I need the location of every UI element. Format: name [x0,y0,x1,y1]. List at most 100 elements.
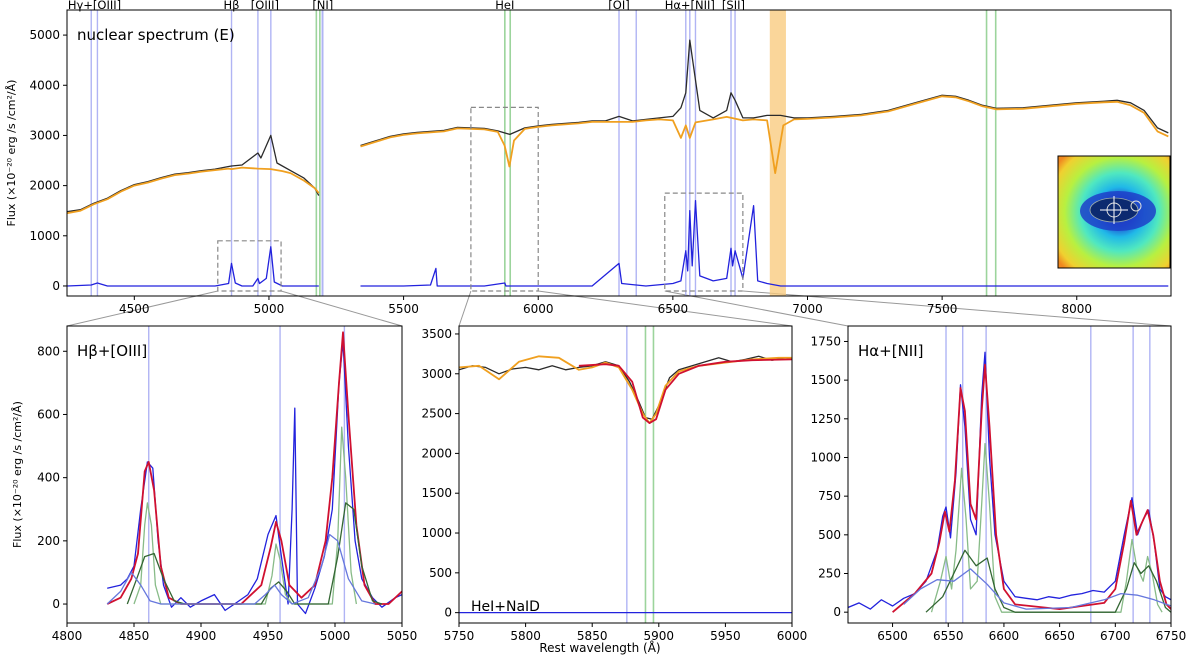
line-id-label: [NI] [312,0,333,12]
series-fit [106,331,402,605]
line-id-label: Hβ [224,0,240,12]
x-tick-label: 5800 [510,629,541,643]
y-tick-label: 250 [818,567,841,581]
y-tick-label: 600 [37,407,60,421]
x-tick-label: 4800 [52,629,83,643]
x-tick-label: 5900 [644,629,675,643]
y-tick-label: 4000 [29,78,60,92]
y-tick-label: 0 [444,606,452,620]
series-comp-blue [903,568,1171,610]
x-tick-label: 6500 [658,302,689,316]
x-tick-label: 5000 [320,629,351,643]
series-residual [360,200,1169,287]
plot-area [106,326,402,623]
series-model [360,95,1169,174]
panel-title: Hα+[NII] [858,342,924,360]
hei-naid-inset-panel: 5750 5800 5850 5900 5950 6000 0 500 1000 1500 2000… [421,325,808,643]
hbeta-oiii-inset-panel: 4800 4850 4900 4950 5000 5050 0 200 400 600 800 Flu… [11,325,418,643]
y-tick-label: 0 [52,597,60,611]
zoom-connector-line [458,290,472,327]
series-comp-dark [925,549,1171,613]
zoom-connectors [66,290,1172,327]
series-data [848,351,1171,610]
x-tick-label: 6550 [933,629,964,643]
main-spectrum-panel: 4500 5000 5500 6000 6500 7000 7500 8000 0 1000 200… [5,0,1172,316]
y-tick-label: 3500 [421,327,452,341]
y-axis-label: Flux (×10⁻²⁰ erg /s /cm²/Å) [11,401,24,548]
y-tick-label: 1000 [421,526,452,540]
x-tick-label: 6600 [989,629,1020,643]
y-tick-label: 500 [429,566,452,580]
y-tick-label: 0 [52,279,60,293]
figure-x-axis-label: Rest wavelength (Å) [539,640,660,655]
zoom-connector-line [538,290,793,327]
panel-title: nuclear spectrum (E) [77,26,235,44]
x-tick-label: 6650 [1044,629,1075,643]
x-tick-label: 5050 [387,629,418,643]
y-tick-label: 1500 [421,486,452,500]
flux-map-thumbnail [1057,155,1171,269]
y-tick-label: 1750 [810,334,841,348]
y-tick-label: 1500 [810,373,841,387]
y-tick-label: 1250 [810,412,841,426]
halpha-nii-inset-panel: 6500 6550 6600 6650 6700 6750 0 250 500 750 1000 12… [810,325,1187,643]
x-tick-label: 7500 [927,302,958,316]
zoom-box [470,106,539,292]
y-tick-label: 400 [37,471,60,485]
panel-title: HeI+NaID [471,599,540,615]
zoom-box [217,240,282,292]
x-tick-label: 5000 [254,302,285,316]
y-tick-label: 3000 [29,128,60,142]
x-tick-label: 4900 [186,629,217,643]
line-id-label: [OIII] [251,0,279,12]
y-axis-label: Flux (×10⁻²⁰ erg /s /cm²/Å) [5,80,18,227]
series-model [459,355,792,424]
y-tick-label: 200 [37,534,60,548]
y-tick-label: 2500 [421,407,452,421]
x-tick-label: 6750 [1156,629,1187,643]
zoom-connector-line [66,290,218,327]
x-tick-label: 8000 [1061,302,1092,316]
series-comp-green [930,442,1163,613]
line-id-label: Hγ+[OIII] [68,0,121,12]
y-tick-label: 800 [37,344,60,358]
series-observed [360,39,1169,147]
x-tick-label: 4850 [119,629,150,643]
y-tick-label: 1000 [810,450,841,464]
axes-frame [847,325,1172,624]
x-tick-label: 6000 [523,302,554,316]
x-tick-label: 6000 [777,629,808,643]
x-tick-label: 7000 [792,302,823,316]
y-tick-label: 500 [818,528,841,542]
y-tick-label: 3000 [421,367,452,381]
y-tick-label: 0 [833,605,841,619]
x-tick-label: 5500 [388,302,419,316]
series-residual [67,246,319,287]
line-id-label: [SII] [722,0,745,12]
x-tick-label: 5850 [577,629,608,643]
y-tick-label: 1000 [29,229,60,243]
zoom-connector-line [664,290,849,327]
x-tick-label: 4950 [253,629,284,643]
y-tick-label: 2000 [421,446,452,460]
zoom-connector-line [280,290,403,327]
line-id-label: [OI] [608,0,629,12]
x-tick-label: 5750 [444,629,475,643]
line-id-label: HeI [495,0,514,12]
axes-frame [458,325,793,624]
panel-title: Hβ+[OIII] [77,342,147,360]
series-fit [578,358,792,424]
series-model [67,166,320,215]
series-comp-green [133,426,358,605]
series-comp-blue [106,533,376,605]
series-data [459,355,792,420]
plot-area [459,326,792,623]
series-comp-dark [126,502,383,605]
axes-frame [66,325,403,624]
plot-area [67,10,1169,296]
y-tick-label: 750 [818,489,841,503]
x-tick-label: 6500 [877,629,908,643]
series-data [107,341,402,615]
y-tick-label: 5000 [29,28,60,42]
